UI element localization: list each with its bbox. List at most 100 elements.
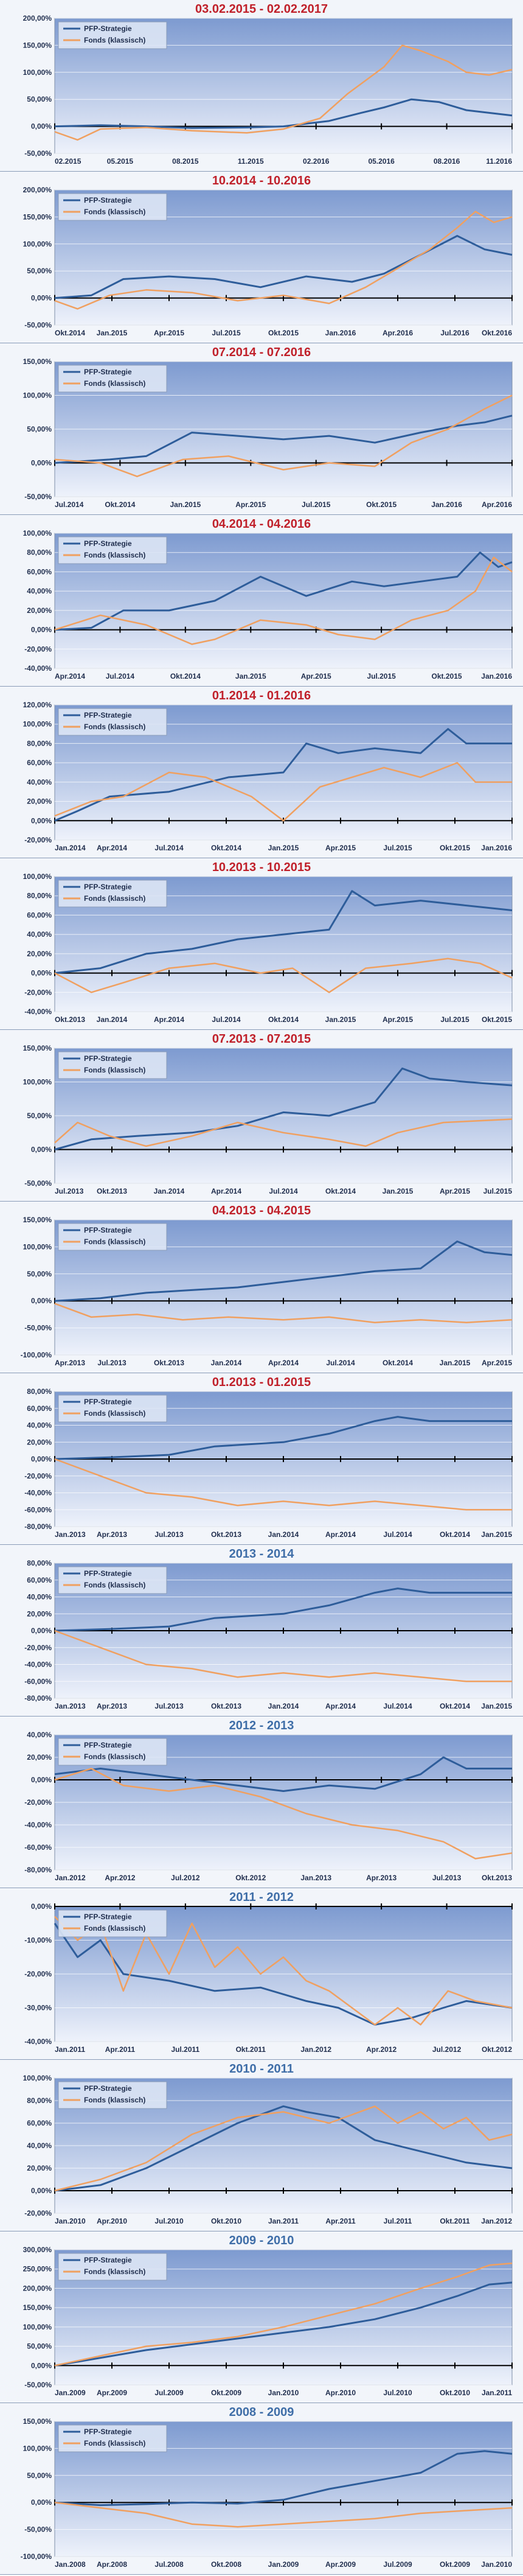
chart-svg: -50,00% 0,00% 50,00% 100,00% 150,00% 200,00% O… <box>23 186 513 337</box>
x-tick-label: Jul.2013 <box>97 1359 126 1367</box>
x-tick-label: Jan.2010 <box>55 2217 86 2225</box>
y-tick-label: -40,00% <box>24 1489 52 1497</box>
legend-box <box>58 1909 167 1937</box>
y-tick-label: -20,00% <box>24 645 52 653</box>
x-tick-label: Jan.2012 <box>481 2217 512 2225</box>
legend-label: PFP-Strategie <box>84 368 132 376</box>
series-line-pfp-strategie <box>54 2450 513 2507</box>
y-tick-label: -60,00% <box>24 1505 52 1514</box>
legend-box <box>58 1223 167 1251</box>
y-tick-label: 40,00% <box>27 587 52 595</box>
x-tick-label: Okt.2015 <box>432 672 462 681</box>
y-tick-label: 80,00% <box>27 1559 52 1567</box>
x-tick-label: Okt.2011 <box>236 2045 266 2054</box>
legend-label: Fonds (klassisch) <box>84 551 145 559</box>
x-tick-label: Apr.2011 <box>325 2217 356 2225</box>
x-tick-label: Apr.2014 <box>325 1530 356 1539</box>
x-tick-label: Jan.2015 <box>97 329 128 337</box>
x-tick-label: Okt.2014 <box>211 844 241 852</box>
y-tick-label: 0,00% <box>31 1626 52 1635</box>
chart-svg: -80,00% -60,00% -40,00% -20,00% 0,00% 20,00% 4… <box>24 1559 513 1710</box>
chart-title: 2011 - 2012 <box>229 1891 294 1904</box>
x-tick-label: Apr.2011 <box>105 2045 136 2054</box>
series-line-pfp-strategie <box>54 2105 513 2192</box>
series-line-pfp-strategie <box>54 728 512 822</box>
y-tick-label: 100,00% <box>23 2444 52 2452</box>
y-tick-label: 0,00% <box>31 1455 52 1463</box>
legend-box <box>58 880 167 908</box>
y-tick-label: 50,00% <box>27 1270 52 1278</box>
y-tick-label: 20,00% <box>27 797 52 806</box>
series-line-fonds-klassisch <box>54 2262 513 2367</box>
y-tick-label: 0,00% <box>31 816 52 825</box>
chart-svg: -80,00% -60,00% -40,00% -20,00% 0,00% 20,00% 4… <box>24 1731 513 1882</box>
x-tick-label: Okt.2014 <box>55 329 85 337</box>
x-tick-label: 11.2015 <box>238 157 264 166</box>
chart-panel: 2013 - 2014 -80,00% -60,00% -40,00% -20,00% 0… <box>0 1545 523 1717</box>
x-tick-label: Jan.2011 <box>482 2389 512 2397</box>
x-tick-label: Okt.2014 <box>383 1359 413 1367</box>
y-tick-label: 60,00% <box>27 1404 52 1413</box>
y-tick-label: 150,00% <box>23 2303 52 2312</box>
y-tick-label: 60,00% <box>27 2119 52 2127</box>
y-tick-label: 100,00% <box>23 1242 52 1251</box>
y-tick-label: 0,00% <box>31 294 52 303</box>
x-tick-label: Jul.2015 <box>383 844 412 852</box>
series-line-fonds-klassisch <box>54 761 512 822</box>
x-tick-label: Jan.2015 <box>235 672 266 681</box>
x-tick-label: Apr.2009 <box>325 2560 356 2569</box>
x-tick-label: Jan.2011 <box>55 2045 85 2054</box>
x-tick-label: Apr.2009 <box>97 2389 127 2397</box>
x-tick-label: Jan.2009 <box>55 2389 86 2397</box>
legend-label: PFP-Strategie <box>84 2084 132 2093</box>
x-tick-label: Apr.2015 <box>440 1187 470 1195</box>
x-tick-label: Apr.2014 <box>97 844 127 852</box>
y-tick-label: 300,00% <box>23 2245 52 2254</box>
chart-title: 01.2014 - 01.2016 <box>212 689 311 702</box>
chart-title: 03.02.2015 - 02.02.2017 <box>195 2 328 16</box>
y-tick-label: -20,00% <box>24 1472 52 1480</box>
x-tick-label: Okt.2014 <box>440 1530 470 1539</box>
chart-title: 04.2014 - 04.2016 <box>212 517 311 531</box>
series-line-pfp-strategie <box>54 1241 513 1302</box>
chart-svg: -40,00% -30,00% -20,00% -10,00% 0,00% Jan.201… <box>24 1902 513 2054</box>
series-line-pfp-strategie <box>54 890 513 975</box>
legend-label: Fonds (klassisch) <box>84 208 145 216</box>
y-tick-label: 60,00% <box>27 1576 52 1584</box>
series-line-fonds-klassisch <box>54 1629 512 1682</box>
y-tick-label: 50,00% <box>27 425 52 433</box>
series-line-fonds-klassisch <box>54 211 513 310</box>
x-tick-label: Jan.2015 <box>268 844 299 852</box>
y-tick-label: 20,00% <box>27 606 52 615</box>
x-tick-label: Okt.2014 <box>440 1702 470 1710</box>
x-tick-label: Apr.2016 <box>383 329 413 337</box>
chart-svg: -50,00% 0,00% 50,00% 100,00% 150,00% 200,00% 2… <box>23 2245 513 2397</box>
x-tick-label: Jul.2014 <box>326 1359 355 1367</box>
x-tick-label: Okt.2012 <box>482 2045 512 2054</box>
y-tick-label: 0,00% <box>31 2186 52 2195</box>
y-tick-label: 80,00% <box>27 2096 52 2105</box>
y-tick-label: -20,00% <box>24 2209 52 2217</box>
x-tick-label: Okt.2009 <box>211 2389 241 2397</box>
x-tick-label: Apr.2014 <box>211 1187 241 1195</box>
series-line-fonds-klassisch <box>54 556 513 645</box>
y-tick-label: 150,00% <box>23 357 52 366</box>
x-tick-label: Apr.2010 <box>325 2389 356 2397</box>
legend-label: PFP-Strategie <box>84 1398 132 1406</box>
chart-title: 2009 - 2010 <box>229 2234 294 2247</box>
x-tick-label: Jan.2013 <box>55 1530 86 1539</box>
series-line-fonds-klassisch <box>54 394 513 477</box>
series-line-pfp-strategie <box>54 2281 513 2367</box>
y-tick-label: 150,00% <box>23 212 52 221</box>
x-tick-label: Jan.2014 <box>268 1702 299 1710</box>
chart-svg: -40,00% -20,00% 0,00% 20,00% 40,00% 60,00% 80,… <box>23 529 513 681</box>
x-tick-label: Apr.2013 <box>55 1359 85 1367</box>
x-tick-label: 02.2016 <box>303 157 330 166</box>
y-tick-label: 0,00% <box>31 1902 52 1911</box>
series-line-fonds-klassisch <box>54 44 513 141</box>
y-tick-label: -40,00% <box>24 1661 52 1669</box>
x-tick-label: Apr.2015 <box>235 500 266 509</box>
legend-label: Fonds (klassisch) <box>84 723 145 731</box>
x-tick-label: Apr.2010 <box>97 2217 127 2225</box>
